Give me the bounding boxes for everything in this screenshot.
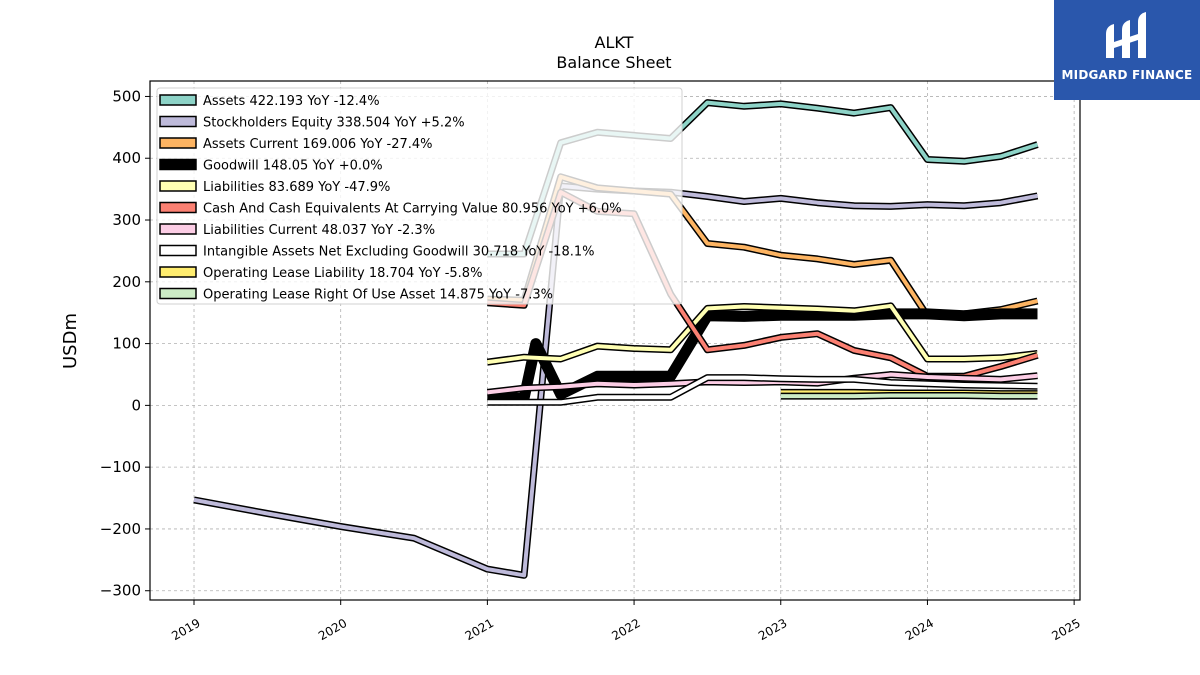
legend-swatch bbox=[159, 201, 197, 214]
y-tick-label: 400 bbox=[112, 149, 141, 167]
legend-entry: Liabilities Current 48.037 YoY -2.3% bbox=[203, 223, 435, 238]
legend-entry: Assets 422.193 YoY -12.4% bbox=[203, 94, 380, 109]
x-tick-label: 2023 bbox=[756, 616, 789, 643]
y-tick-label: 300 bbox=[112, 211, 141, 229]
y-tick-label: −300 bbox=[100, 582, 141, 600]
y-tick-label: 500 bbox=[112, 87, 141, 105]
x-axis-ticks: 2019 2020 2021 2022 2023 2024 2025 bbox=[169, 600, 1083, 643]
chart-subtitle: Balance Sheet bbox=[556, 53, 671, 72]
y-tick-label: 200 bbox=[112, 273, 141, 291]
y-axis-ticks: −300 −200 −100 0 100 200 300 400 500 bbox=[100, 87, 150, 600]
x-tick-label: 2021 bbox=[463, 616, 496, 643]
legend-swatch bbox=[159, 180, 197, 192]
x-tick-label: 2019 bbox=[169, 616, 202, 643]
y-tick-label: −200 bbox=[100, 520, 141, 538]
legend-swatch bbox=[159, 244, 197, 257]
legend-swatch bbox=[159, 287, 197, 300]
series-line-1 bbox=[193, 184, 1038, 578]
midgard-finance-logo: MIDGARD FINANCE bbox=[1054, 0, 1200, 100]
x-tick-label: 2020 bbox=[316, 616, 349, 643]
plot-frame bbox=[149, 80, 1081, 601]
y-axis-label: USDm bbox=[60, 313, 81, 369]
logo-mark-icon bbox=[1106, 12, 1146, 58]
series-line-3 bbox=[487, 309, 1038, 402]
y-tick-label: 0 bbox=[131, 396, 141, 414]
legend-swatch bbox=[159, 115, 197, 128]
legend-entry: Goodwill 148.05 YoY +0.0% bbox=[203, 159, 383, 174]
legend: Assets 422.193 YoY -12.4% Stockholders Eq… bbox=[156, 87, 683, 305]
series-line-6 bbox=[487, 372, 1038, 395]
series-line-4 bbox=[487, 303, 1038, 365]
legend-swatch bbox=[159, 94, 197, 106]
legend-box bbox=[156, 87, 683, 305]
legend-entry: Operating Lease Right Of Use Asset 14.87… bbox=[203, 288, 553, 303]
series-line-9 bbox=[780, 393, 1038, 399]
legend-entry: Assets Current 169.006 YoY -27.4% bbox=[203, 137, 433, 152]
x-tick-label: 2022 bbox=[609, 616, 642, 643]
legend-entry: Intangible Assets Net Excluding Goodwill… bbox=[203, 245, 594, 260]
legend-entry: Stockholders Equity 338.504 YoY +5.2% bbox=[203, 116, 465, 131]
y-tick-label: 100 bbox=[112, 335, 141, 353]
legend-swatch bbox=[159, 137, 197, 149]
legend-swatch bbox=[159, 223, 197, 235]
legend-swatch bbox=[159, 266, 197, 278]
legend-entry: Operating Lease Liability 18.704 YoY -5.… bbox=[203, 266, 482, 281]
legend-entry: Liabilities 83.689 YoY -47.9% bbox=[203, 180, 390, 195]
series-lines bbox=[193, 99, 1039, 579]
y-tick-label: −100 bbox=[100, 458, 141, 476]
legend-swatch bbox=[159, 158, 197, 171]
logo-text: MIDGARD FINANCE bbox=[1061, 68, 1193, 82]
x-tick-label: 2025 bbox=[1049, 616, 1082, 643]
chart-title: ALKT bbox=[595, 33, 634, 52]
x-tick-label: 2024 bbox=[903, 616, 936, 643]
series-line-7 bbox=[487, 375, 1038, 405]
legend-entry: Cash And Cash Equivalents At Carrying Va… bbox=[203, 202, 622, 217]
